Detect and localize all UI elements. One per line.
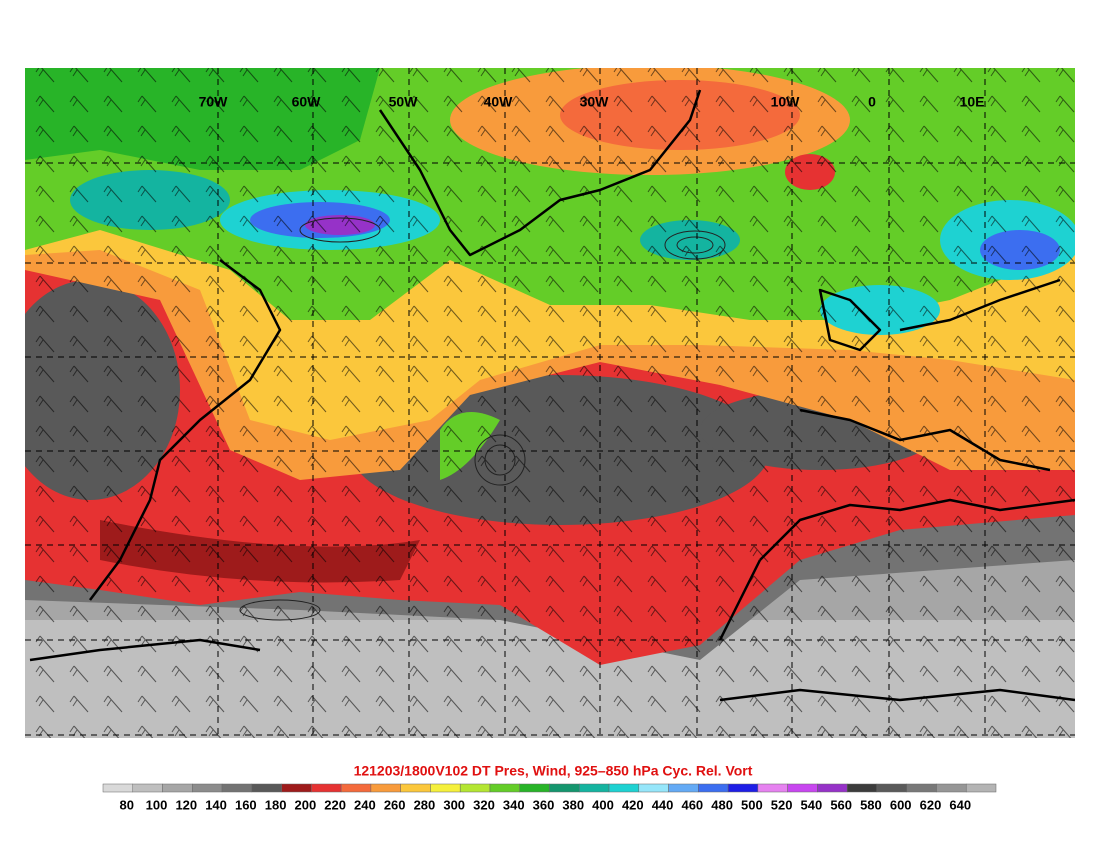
colorbar-label: 580 [860,797,882,812]
contours [239,217,726,621]
colorbar-label: 300 [443,797,465,812]
colorbar-swatch [340,783,372,793]
colorbar-swatch [668,783,699,793]
colorbar-label: 600 [890,797,912,812]
colorbar-swatch [608,783,640,793]
colorbar-label: 500 [741,797,763,812]
colorbar-swatch [906,783,937,793]
colorbar-swatch [400,783,431,793]
colorbar-swatch [430,783,461,793]
map-title: 121203/1800V102 DT Pres, Wind, 925–850 h… [354,763,753,779]
colorbar-label: 220 [324,797,346,812]
colorbar-label: 80 [120,797,134,812]
longitude-labels: 70W 60W 50W 40W 30W 10W 0 10E [199,94,985,110]
colorbar-label: 520 [771,797,793,812]
colorbar-swatch [936,783,967,793]
colorbar-label: 260 [384,797,406,812]
colorbar-label: 140 [205,797,227,812]
colorbar-label: 200 [295,797,317,812]
colorbar-swatch [579,783,610,793]
colorbar-swatch [489,783,520,793]
colorbar-swatch [370,783,401,793]
colorbar-label: 340 [503,797,525,812]
map-field [25,68,1075,738]
colorbar-swatch [638,783,669,793]
colorbar-label: 620 [920,797,942,812]
colorbar-label: 280 [414,797,436,812]
longitude-label: 10E [960,94,985,110]
colorbar-label: 540 [801,797,823,812]
colorbar-swatch [965,783,997,793]
colorbar-swatch [846,783,878,793]
colorbar-label: 420 [622,797,644,812]
colorbar-label: 160 [235,797,257,812]
colorbar-label: 380 [562,797,584,812]
colorbar-swatch [459,783,491,793]
colorbar-swatch [757,783,788,793]
longitude-label: 50W [389,94,419,110]
colorbar-label: 240 [354,797,376,812]
colorbar-swatch [817,783,848,793]
colorbar-swatch [251,783,282,793]
colorbar-swatch [727,783,759,793]
coastlines [29,89,1075,702]
longitude-label: 0 [868,94,876,110]
colorbar-label: 320 [473,797,495,812]
colorbar-swatch [281,783,312,793]
longitude-label: 30W [580,94,610,110]
colorbar-label: 560 [830,797,852,812]
colorbar-swatch [787,783,818,793]
colorbar-label: 460 [681,797,703,812]
colorbar-swatch [132,783,163,793]
colorbar-swatch [102,783,134,793]
longitude-label: 40W [484,94,514,110]
colorbar-swatch [549,783,580,793]
colorbar-swatch [192,783,223,793]
longitude-label: 70W [199,94,229,110]
longitude-label: 60W [292,94,322,110]
graticule [25,68,1075,738]
colorbar-swatch [221,783,253,793]
colorbar-label: 180 [265,797,287,812]
colorbar-label: 480 [711,797,733,812]
colorbar-label: 120 [175,797,197,812]
colorbar-label: 640 [949,797,971,812]
colorbar-label: 360 [533,797,555,812]
colorbar-swatch [698,783,729,793]
colorbar-label: 400 [592,797,614,812]
colorbar-swatch [876,783,907,793]
colorbar: 80 100 120 140 160 180 200 220 240 260 280 300 320 34… [102,783,997,812]
colorbar-swatch [162,783,193,793]
colorbar-label: 100 [146,797,168,812]
colorbar-swatch [519,783,550,793]
longitude-label: 10W [771,94,801,110]
colorbar-swatch [311,783,342,793]
colorbar-label: 440 [652,797,674,812]
